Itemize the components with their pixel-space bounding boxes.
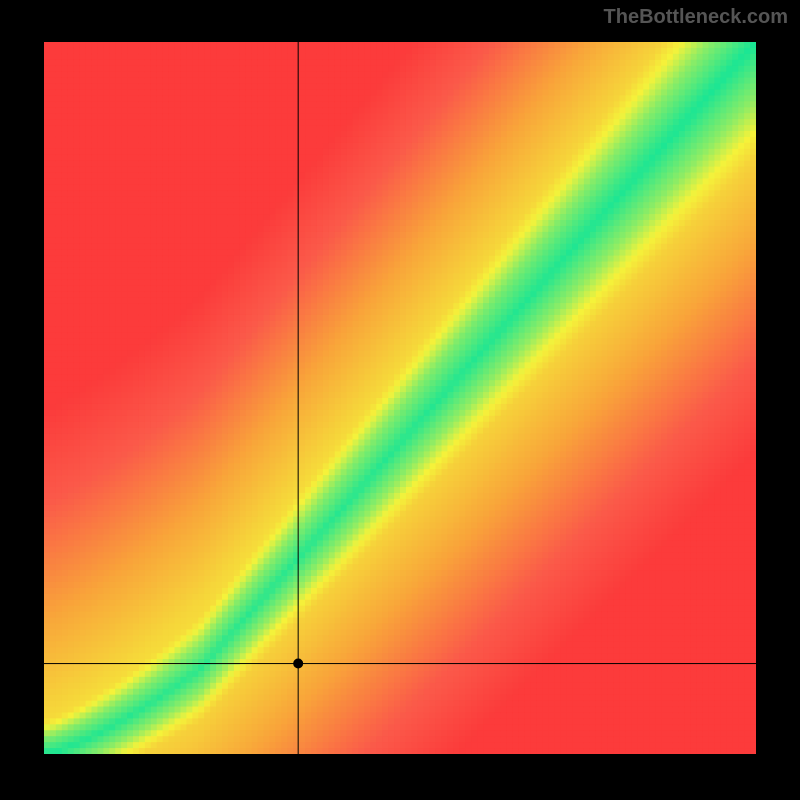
attribution-label: TheBottleneck.com (604, 6, 788, 29)
heatmap-plot-area (44, 42, 756, 754)
chart-container: TheBottleneck.com (0, 0, 800, 800)
heatmap-canvas (44, 42, 756, 754)
